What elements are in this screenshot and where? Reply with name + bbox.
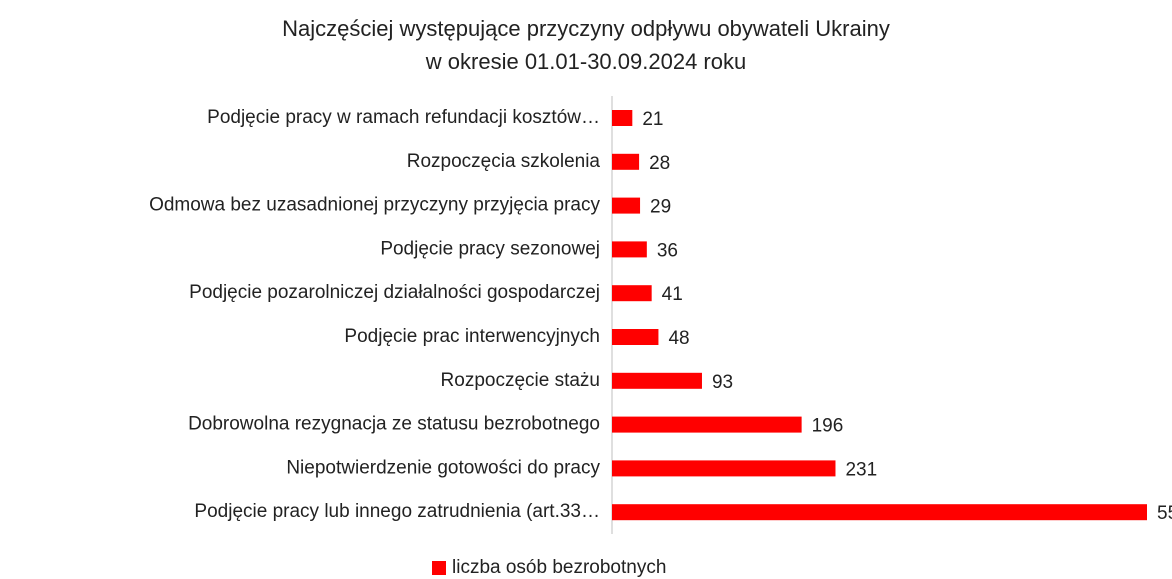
y-tick-label: Odmowa bez uzasadnionej przyczyny przyję… <box>149 195 600 216</box>
y-tick-label: Podjęcie pracy sezonowej <box>380 238 600 259</box>
data-label: 231 <box>845 459 877 480</box>
bar <box>612 197 641 214</box>
bar <box>612 285 652 302</box>
data-label: 48 <box>668 328 689 349</box>
data-label: 41 <box>662 284 683 305</box>
bar <box>612 110 633 126</box>
data-label: 196 <box>812 416 844 437</box>
data-label: 36 <box>657 240 678 261</box>
legend-swatch <box>432 561 446 575</box>
bar <box>612 416 802 433</box>
y-tick-label: Rozpoczęcie stażu <box>441 370 600 391</box>
bar <box>612 372 702 389</box>
bar <box>612 153 640 170</box>
bar <box>612 504 1147 521</box>
bar <box>612 460 836 477</box>
bar <box>612 241 647 258</box>
bar <box>612 329 659 345</box>
y-tick-label: Podjęcie pozarolniczej działalności gosp… <box>189 282 600 303</box>
data-label: 553 <box>1157 503 1172 524</box>
y-tick-label: Podjęcie pracy lub innego zatrudnienia (… <box>194 501 600 522</box>
y-tick-label: Podjęcie pracy w ramach refundacji koszt… <box>207 107 600 128</box>
data-label: 93 <box>712 372 733 393</box>
data-label: 29 <box>650 197 671 218</box>
y-tick-label: Niepotwierdzenie gotowości do pracy <box>286 457 600 478</box>
y-tick-label: Dobrowolna rezygnacja ze statusu bezrobo… <box>188 414 600 435</box>
chart-title: w okresie 01.01-30.09.2024 roku <box>425 49 746 74</box>
chart-title: Najczęściej występujące przyczyny odpływ… <box>282 16 890 41</box>
data-label: 21 <box>642 109 663 130</box>
y-tick-label: Rozpoczęcia szkolenia <box>407 151 601 172</box>
legend-label: liczba osób bezrobotnych <box>452 557 666 578</box>
data-label: 28 <box>649 153 670 174</box>
y-tick-label: Podjęcie prac interwencyjnych <box>344 326 600 347</box>
